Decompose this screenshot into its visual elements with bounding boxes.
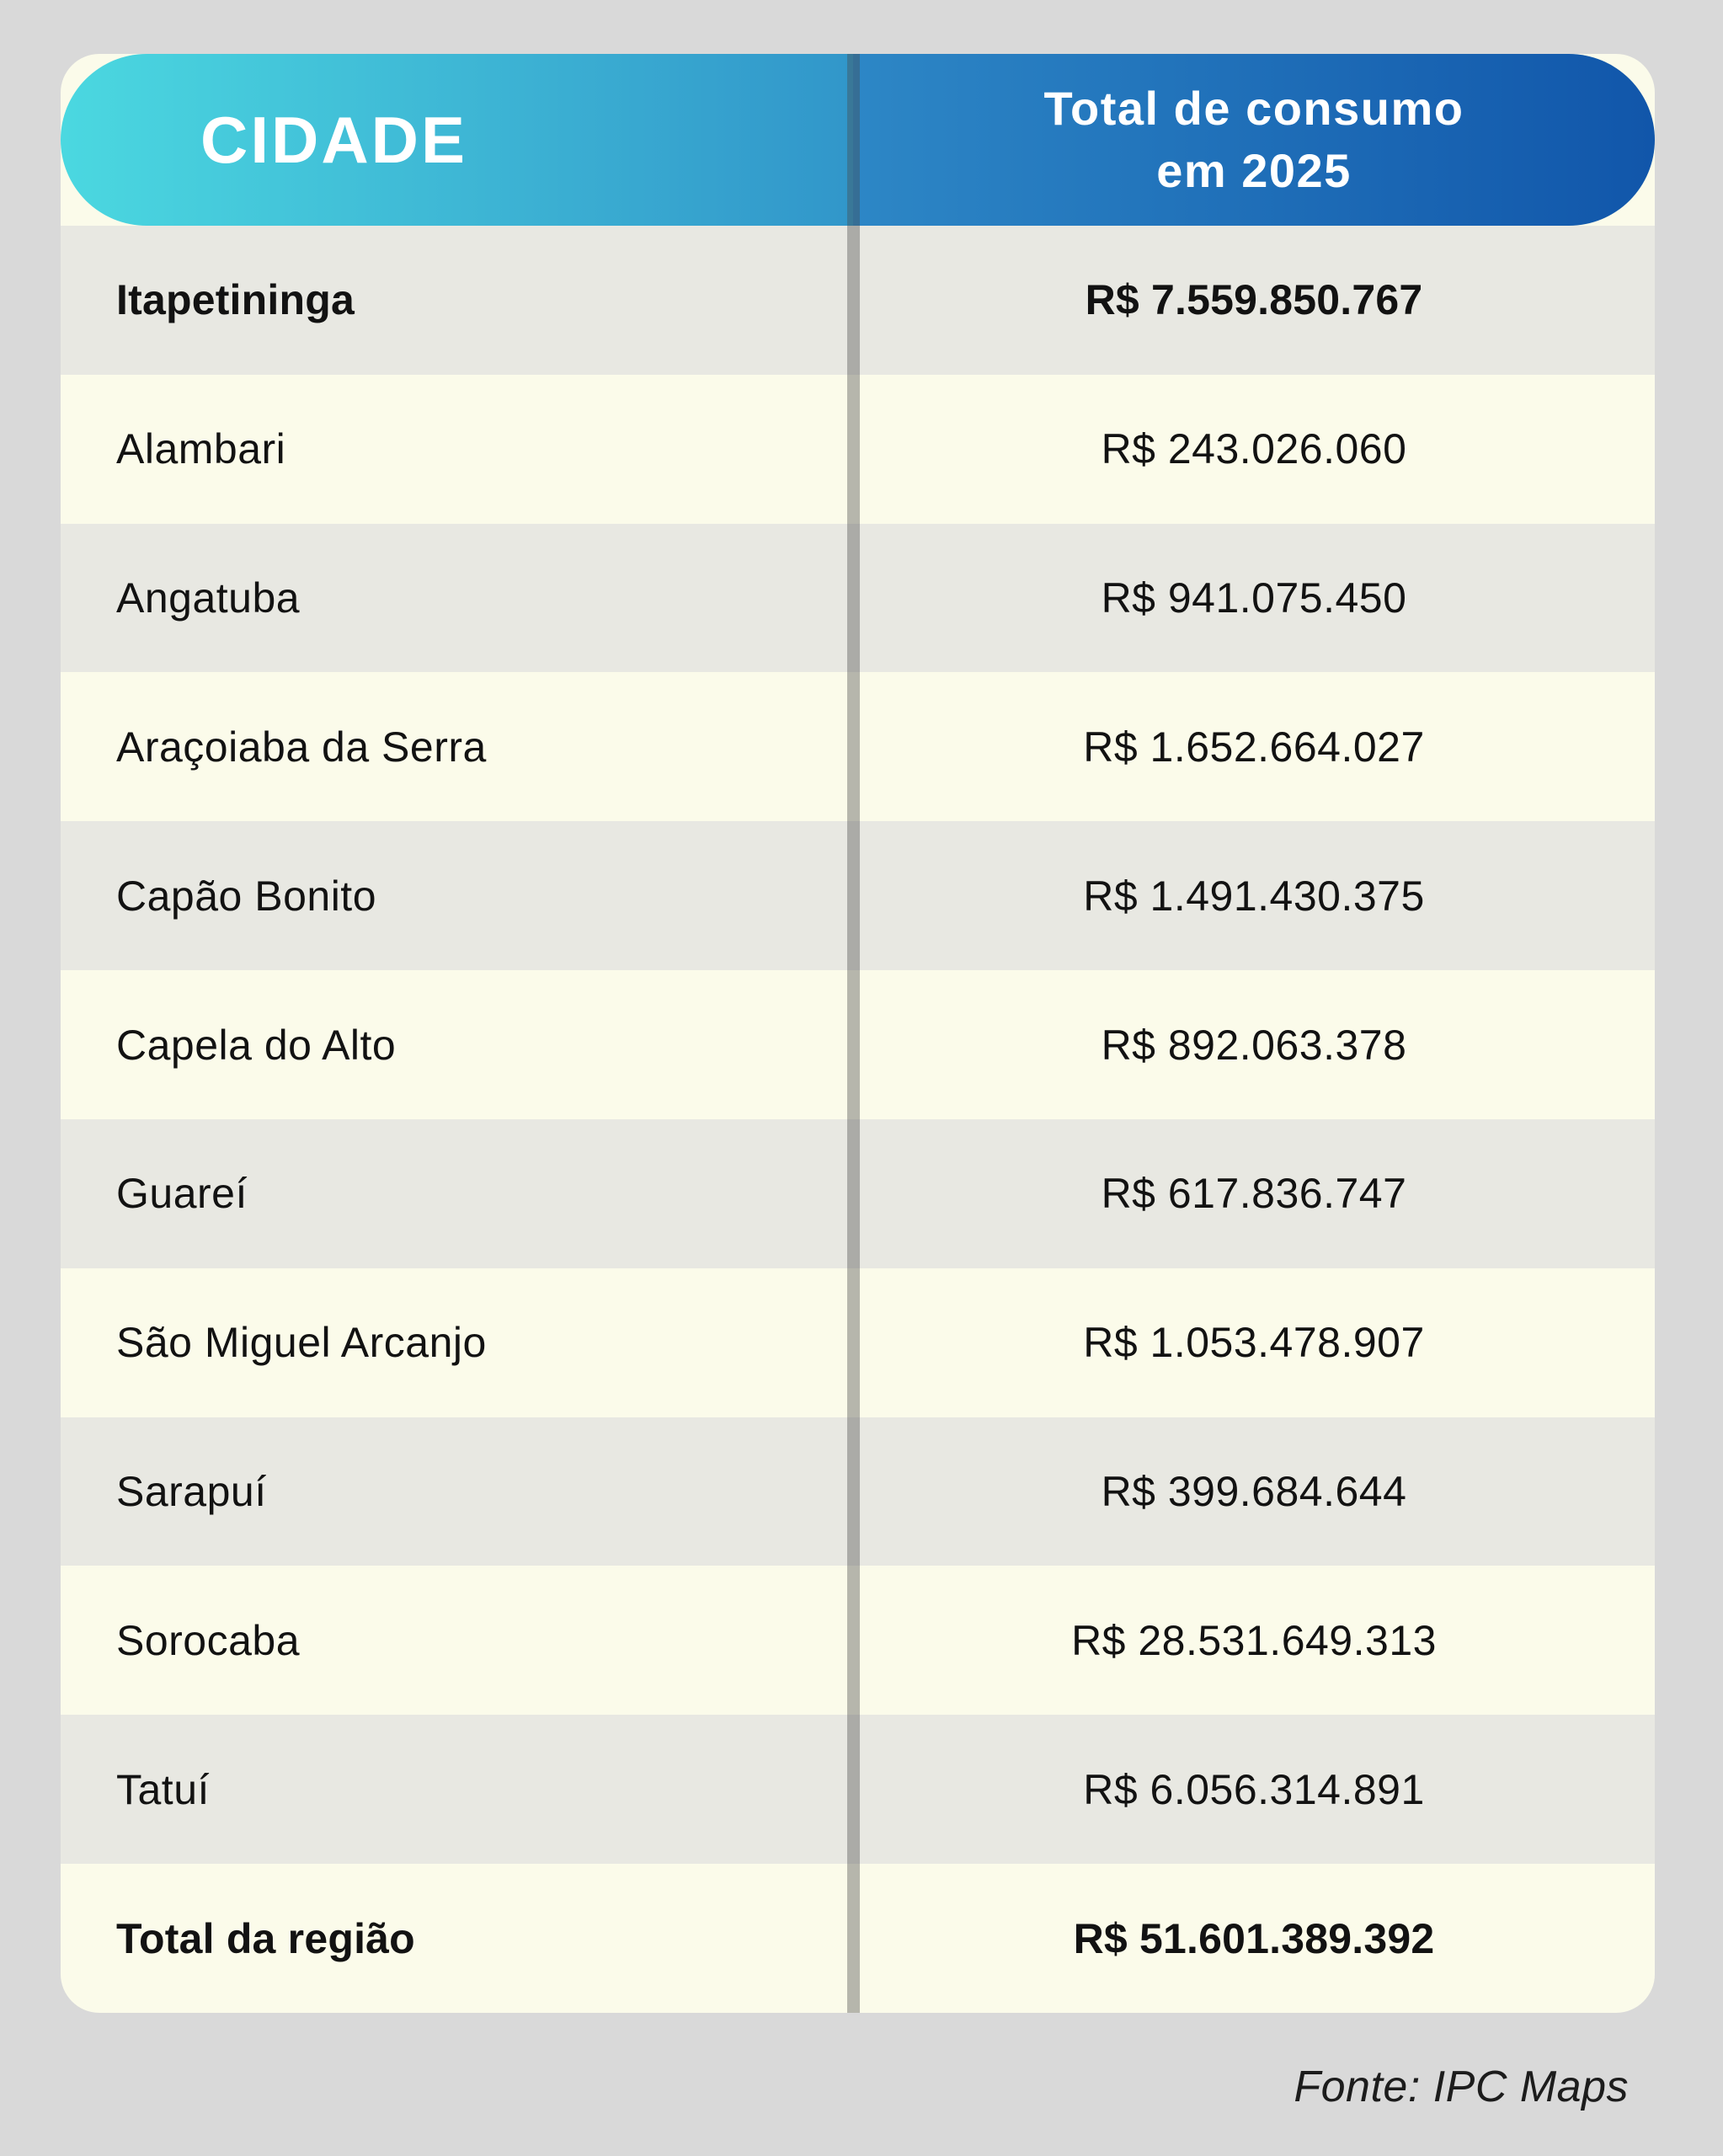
table-row: Itapetininga R$ 7.559.850.767 — [61, 226, 1655, 375]
city-cell: Angatuba — [116, 574, 301, 622]
value-cell: R$ 892.063.378 — [1101, 1021, 1407, 1069]
table-row: Guareí R$ 617.836.747 — [61, 1118, 1655, 1268]
city-cell: Capão Bonito — [116, 872, 377, 920]
source-note: Fonte: IPC Maps — [1294, 2063, 1629, 2111]
header-total-label-line1: Total de consumo — [1043, 82, 1464, 136]
table-row: Tatuí R$ 6.056.314.891 — [61, 1715, 1655, 1865]
table-row: Sarapuí R$ 399.684.644 — [61, 1417, 1655, 1566]
value-cell: R$ 941.075.450 — [1101, 574, 1407, 622]
table-body: Itapetininga R$ 7.559.850.767 Alambari R… — [61, 226, 1655, 2013]
value-cell: R$ 6.056.314.891 — [1083, 1765, 1425, 1813]
table-row: Capela do Alto R$ 892.063.378 — [61, 970, 1655, 1119]
city-cell: Alambari — [116, 425, 286, 473]
value-cell: R$ 7.559.850.767 — [1085, 276, 1423, 324]
city-cell: Itapetininga — [116, 276, 355, 324]
table-row: Sorocaba R$ 28.531.649.313 — [61, 1566, 1655, 1715]
table-row: Total da região R$ 51.601.389.392 — [61, 1864, 1655, 2013]
consumption-table-card: CIDADE Total de consumo em 2025 Itapetin… — [61, 54, 1655, 2013]
city-cell: Araçoiaba da Serra — [116, 723, 487, 771]
value-cell: R$ 399.684.644 — [1101, 1468, 1407, 1516]
value-cell: R$ 617.836.747 — [1101, 1170, 1407, 1218]
value-cell: R$ 243.026.060 — [1101, 425, 1407, 473]
header-city-label: CIDADE — [200, 102, 468, 177]
table-row: Angatuba R$ 941.075.450 — [61, 523, 1655, 673]
value-cell: R$ 51.601.389.392 — [1073, 1914, 1435, 1962]
value-cell: R$ 1.053.478.907 — [1083, 1319, 1425, 1367]
table-row: Capão Bonito R$ 1.491.430.375 — [61, 821, 1655, 971]
table-row: São Miguel Arcanjo R$ 1.053.478.907 — [61, 1268, 1655, 1417]
city-cell: Sorocaba — [116, 1616, 301, 1664]
city-cell: Sarapuí — [116, 1468, 267, 1516]
value-cell: R$ 1.491.430.375 — [1083, 872, 1425, 920]
city-cell: Guareí — [116, 1170, 248, 1218]
column-divider — [847, 54, 860, 2013]
city-cell: São Miguel Arcanjo — [116, 1319, 487, 1367]
value-cell: R$ 28.531.649.313 — [1071, 1616, 1437, 1664]
table-header: CIDADE Total de consumo em 2025 — [61, 54, 1655, 226]
city-cell: Tatuí — [116, 1765, 210, 1813]
header-total-cell: Total de consumo em 2025 — [853, 54, 1655, 226]
city-cell: Capela do Alto — [116, 1021, 397, 1069]
header-city-cell: CIDADE — [61, 54, 853, 226]
header-total-label-line2: em 2025 — [1156, 144, 1352, 197]
table-row: Alambari R$ 243.026.060 — [61, 375, 1655, 524]
value-cell: R$ 1.652.664.027 — [1083, 723, 1425, 771]
city-cell: Total da região — [116, 1914, 415, 1962]
table-row: Araçoiaba da Serra R$ 1.652.664.027 — [61, 672, 1655, 821]
